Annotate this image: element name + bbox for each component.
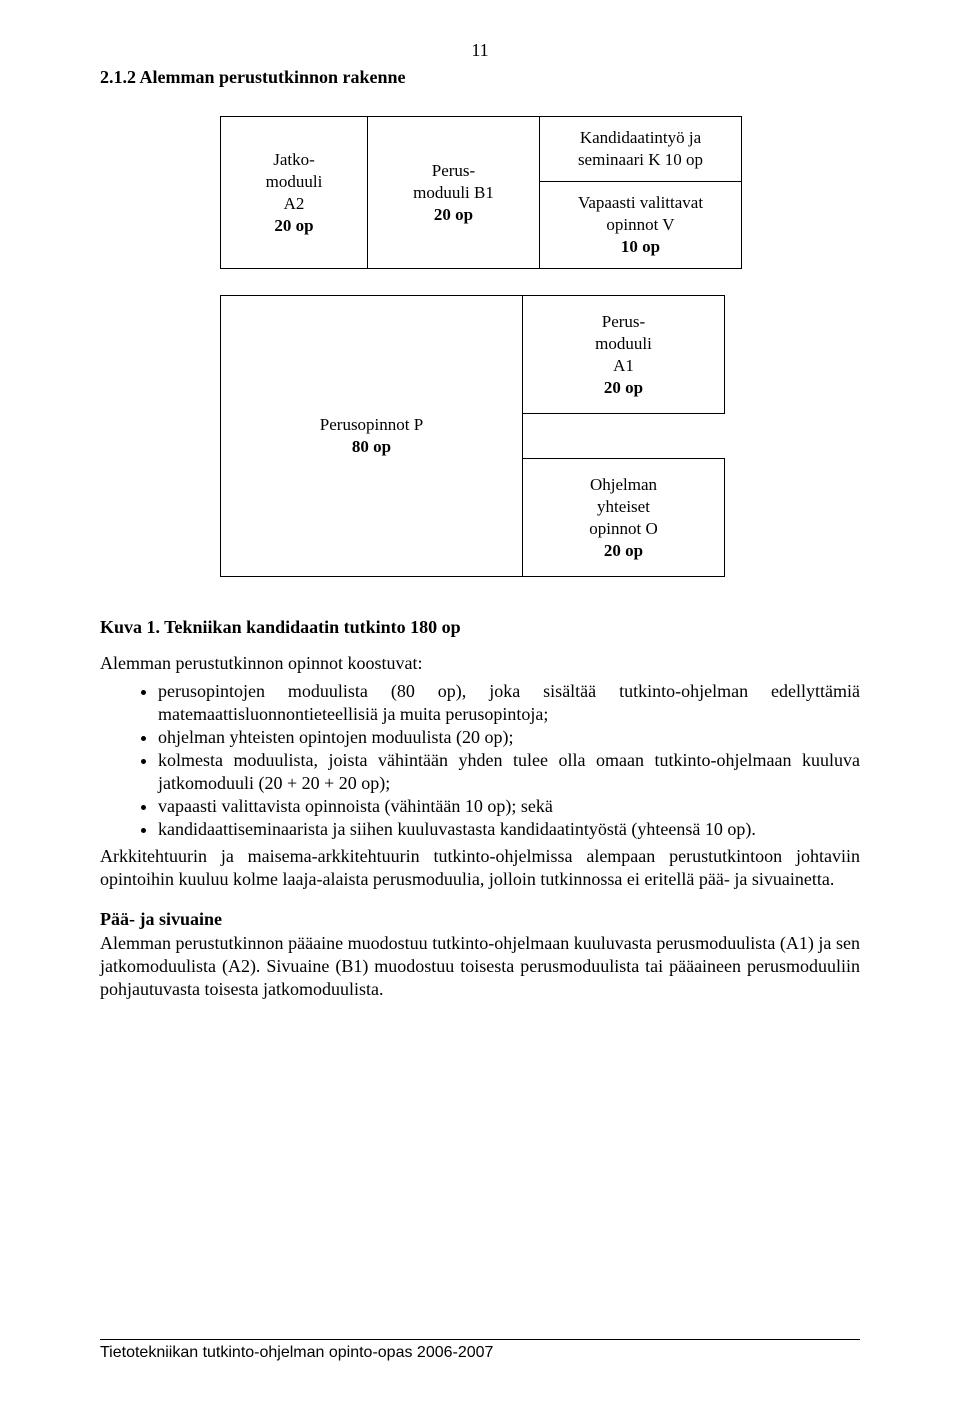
sub-paragraph: Alemman perustutkinnon pääaine muodostuu… xyxy=(100,932,860,1001)
list-item: kolmesta moduulista, joista vähintään yh… xyxy=(158,749,860,795)
text: 20 op xyxy=(274,216,313,235)
text: moduuli B1 xyxy=(413,183,494,202)
top-col2: Perus- moduuli B1 20 op xyxy=(368,117,540,269)
text: opinnot O xyxy=(589,519,657,538)
text: A1 xyxy=(613,356,634,375)
diagram-wrap: Jatko- moduuli A2 20 op Perus- moduuli B… xyxy=(220,116,860,577)
footer-divider xyxy=(100,1339,860,1340)
text: Perus- xyxy=(602,312,645,331)
page-footer: Tietotekniikan tutkinto-ohjelman opinto-… xyxy=(100,1339,860,1362)
text: Ohjelman xyxy=(590,475,657,494)
text: yhteiset xyxy=(597,497,650,516)
text: seminaari K 10 op xyxy=(578,150,703,169)
bullet-list: perusopintojen moduulista (80 op), joka … xyxy=(100,680,860,841)
spacer xyxy=(523,414,725,459)
text: 20 op xyxy=(604,378,643,397)
list-item: vapaasti valittavista opinnoista (vähint… xyxy=(158,795,860,818)
top-col3a: Kandidaatintyö ja seminaari K 10 op xyxy=(540,117,742,182)
text: 10 op xyxy=(621,237,660,256)
text: 80 op xyxy=(352,437,391,456)
text: Perus- xyxy=(432,161,475,180)
diagram-bottom-table: Perusopinnot P 80 op Perus- moduuli A1 2… xyxy=(220,295,725,577)
text: 20 op xyxy=(434,205,473,224)
text: Kandidaatintyö ja xyxy=(580,128,701,147)
intro-paragraph: Alemman perustutkinnon opinnot koostuvat… xyxy=(100,652,860,675)
list-item: kandidaattiseminaarista ja siihen kuuluv… xyxy=(158,818,860,841)
list-item: ohjelman yhteisten opintojen moduulista … xyxy=(158,726,860,749)
text: A2 xyxy=(284,194,305,213)
top-col1: Jatko- moduuli A2 20 op xyxy=(221,117,368,269)
section-heading: 2.1.2 Alemman perustutkinnon rakenne xyxy=(100,67,860,88)
text: moduuli xyxy=(266,172,323,191)
after-bullets-paragraph: Arkkitehtuurin ja maisema-arkkitehtuurin… xyxy=(100,845,860,891)
text: opinnot V xyxy=(606,215,674,234)
diagram-gap xyxy=(220,269,860,295)
page-number: 11 xyxy=(100,40,860,61)
text: moduuli xyxy=(595,334,652,353)
page-container: 11 2.1.2 Alemman perustutkinnon rakenne … xyxy=(0,0,960,1408)
figure-caption: Kuva 1. Tekniikan kandidaatin tutkinto 1… xyxy=(100,617,860,638)
bottom-left: Perusopinnot P 80 op xyxy=(221,296,523,577)
bottom-right-a: Perus- moduuli A1 20 op xyxy=(523,296,725,414)
sub-heading: Pää- ja sivuaine xyxy=(100,909,860,930)
text: Jatko- xyxy=(273,150,315,169)
text: Perusopinnot P xyxy=(320,415,423,434)
diagram-top-table: Jatko- moduuli A2 20 op Perus- moduuli B… xyxy=(220,116,742,269)
bottom-right-b: Ohjelman yhteiset opinnot O 20 op xyxy=(523,459,725,577)
text: 20 op xyxy=(604,541,643,560)
text: Vapaasti valittavat xyxy=(578,193,703,212)
list-item: perusopintojen moduulista (80 op), joka … xyxy=(158,680,860,726)
footer-text: Tietotekniikan tutkinto-ohjelman opinto-… xyxy=(100,1344,860,1362)
top-col3b: Vapaasti valittavat opinnot V 10 op xyxy=(540,182,742,269)
